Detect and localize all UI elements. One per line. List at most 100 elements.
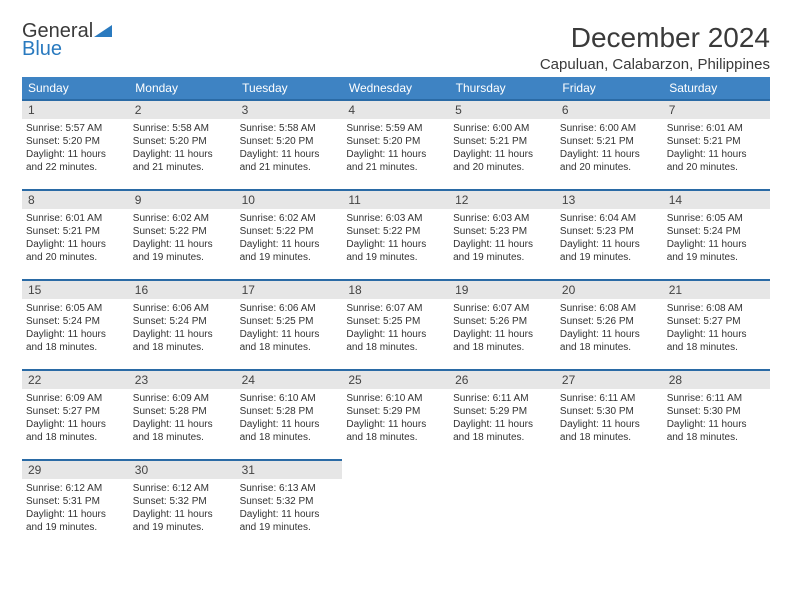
daylight-text: Daylight: 11 hours and 19 minutes. <box>346 238 445 264</box>
sunset-text: Sunset: 5:29 PM <box>346 405 445 418</box>
day-number: 13 <box>556 189 663 209</box>
sunrise-text: Sunrise: 6:00 AM <box>453 122 552 135</box>
sunset-text: Sunset: 5:25 PM <box>240 315 339 328</box>
sunset-text: Sunset: 5:23 PM <box>453 225 552 238</box>
calendar-cell <box>663 459 770 549</box>
calendar-cell: 19Sunrise: 6:07 AMSunset: 5:26 PMDayligh… <box>449 279 556 369</box>
weekday-sunday: Sunday <box>22 77 129 99</box>
sunset-text: Sunset: 5:22 PM <box>240 225 339 238</box>
sunset-text: Sunset: 5:24 PM <box>667 225 766 238</box>
sunset-text: Sunset: 5:31 PM <box>26 495 125 508</box>
logo-triangle-icon <box>94 23 112 37</box>
sunset-text: Sunset: 5:32 PM <box>133 495 232 508</box>
calendar-cell: 24Sunrise: 6:10 AMSunset: 5:28 PMDayligh… <box>236 369 343 459</box>
day-number: 3 <box>236 99 343 119</box>
sunrise-text: Sunrise: 6:01 AM <box>26 212 125 225</box>
calendar-cell: 1Sunrise: 5:57 AMSunset: 5:20 PMDaylight… <box>22 99 129 189</box>
calendar-row: 8Sunrise: 6:01 AMSunset: 5:21 PMDaylight… <box>22 189 770 279</box>
daylight-text: Daylight: 11 hours and 20 minutes. <box>667 148 766 174</box>
weekday-saturday: Saturday <box>663 77 770 99</box>
weekday-wednesday: Wednesday <box>342 77 449 99</box>
sunrise-text: Sunrise: 5:58 AM <box>133 122 232 135</box>
day-number: 12 <box>449 189 556 209</box>
calendar-row: 1Sunrise: 5:57 AMSunset: 5:20 PMDaylight… <box>22 99 770 189</box>
day-body: Sunrise: 6:00 AMSunset: 5:21 PMDaylight:… <box>556 119 663 174</box>
sunrise-text: Sunrise: 6:10 AM <box>240 392 339 405</box>
sunrise-text: Sunrise: 6:06 AM <box>240 302 339 315</box>
daylight-text: Daylight: 11 hours and 19 minutes. <box>240 238 339 264</box>
day-body: Sunrise: 6:12 AMSunset: 5:32 PMDaylight:… <box>129 479 236 534</box>
daylight-text: Daylight: 11 hours and 20 minutes. <box>26 238 125 264</box>
calendar-cell: 3Sunrise: 5:58 AMSunset: 5:20 PMDaylight… <box>236 99 343 189</box>
calendar-body: 1Sunrise: 5:57 AMSunset: 5:20 PMDaylight… <box>22 99 770 549</box>
sunrise-text: Sunrise: 6:07 AM <box>346 302 445 315</box>
daylight-text: Daylight: 11 hours and 18 minutes. <box>240 328 339 354</box>
calendar-cell: 29Sunrise: 6:12 AMSunset: 5:31 PMDayligh… <box>22 459 129 549</box>
logo-part2: Blue <box>22 38 62 60</box>
calendar-cell: 10Sunrise: 6:02 AMSunset: 5:22 PMDayligh… <box>236 189 343 279</box>
day-number: 30 <box>129 459 236 479</box>
sunset-text: Sunset: 5:21 PM <box>667 135 766 148</box>
sunset-text: Sunset: 5:20 PM <box>240 135 339 148</box>
daylight-text: Daylight: 11 hours and 18 minutes. <box>667 328 766 354</box>
day-number: 2 <box>129 99 236 119</box>
day-number: 29 <box>22 459 129 479</box>
title-block: December 2024 Capuluan, Calabarzon, Phil… <box>540 22 770 73</box>
sunrise-text: Sunrise: 6:11 AM <box>560 392 659 405</box>
sunrise-text: Sunrise: 6:01 AM <box>667 122 766 135</box>
daylight-text: Daylight: 11 hours and 18 minutes. <box>26 418 125 444</box>
calendar-table: Sunday Monday Tuesday Wednesday Thursday… <box>22 77 770 549</box>
calendar-row: 15Sunrise: 6:05 AMSunset: 5:24 PMDayligh… <box>22 279 770 369</box>
day-number: 10 <box>236 189 343 209</box>
calendar-cell: 5Sunrise: 6:00 AMSunset: 5:21 PMDaylight… <box>449 99 556 189</box>
sunrise-text: Sunrise: 6:11 AM <box>453 392 552 405</box>
header: General Blue December 2024 Capuluan, Cal… <box>22 22 770 73</box>
daylight-text: Daylight: 11 hours and 20 minutes. <box>453 148 552 174</box>
day-body: Sunrise: 6:11 AMSunset: 5:29 PMDaylight:… <box>449 389 556 444</box>
daylight-text: Daylight: 11 hours and 18 minutes. <box>453 328 552 354</box>
sunrise-text: Sunrise: 6:09 AM <box>26 392 125 405</box>
day-body: Sunrise: 6:00 AMSunset: 5:21 PMDaylight:… <box>449 119 556 174</box>
calendar-row: 22Sunrise: 6:09 AMSunset: 5:27 PMDayligh… <box>22 369 770 459</box>
sunset-text: Sunset: 5:22 PM <box>133 225 232 238</box>
sunrise-text: Sunrise: 5:59 AM <box>346 122 445 135</box>
day-number: 15 <box>22 279 129 299</box>
sunrise-text: Sunrise: 6:06 AM <box>133 302 232 315</box>
day-body: Sunrise: 6:13 AMSunset: 5:32 PMDaylight:… <box>236 479 343 534</box>
day-number: 21 <box>663 279 770 299</box>
calendar-cell: 13Sunrise: 6:04 AMSunset: 5:23 PMDayligh… <box>556 189 663 279</box>
calendar-cell: 31Sunrise: 6:13 AMSunset: 5:32 PMDayligh… <box>236 459 343 549</box>
day-body: Sunrise: 6:11 AMSunset: 5:30 PMDaylight:… <box>556 389 663 444</box>
calendar-cell <box>556 459 663 549</box>
daylight-text: Daylight: 11 hours and 19 minutes. <box>133 238 232 264</box>
day-number: 27 <box>556 369 663 389</box>
day-number: 6 <box>556 99 663 119</box>
calendar-cell: 23Sunrise: 6:09 AMSunset: 5:28 PMDayligh… <box>129 369 236 459</box>
daylight-text: Daylight: 11 hours and 18 minutes. <box>133 418 232 444</box>
daylight-text: Daylight: 11 hours and 21 minutes. <box>133 148 232 174</box>
day-number: 28 <box>663 369 770 389</box>
calendar-cell: 25Sunrise: 6:10 AMSunset: 5:29 PMDayligh… <box>342 369 449 459</box>
day-number: 24 <box>236 369 343 389</box>
daylight-text: Daylight: 11 hours and 18 minutes. <box>346 328 445 354</box>
day-body: Sunrise: 5:59 AMSunset: 5:20 PMDaylight:… <box>342 119 449 174</box>
day-number: 23 <box>129 369 236 389</box>
daylight-text: Daylight: 11 hours and 18 minutes. <box>453 418 552 444</box>
weekday-thursday: Thursday <box>449 77 556 99</box>
day-body: Sunrise: 6:06 AMSunset: 5:25 PMDaylight:… <box>236 299 343 354</box>
location-label: Capuluan, Calabarzon, Philippines <box>540 56 770 73</box>
day-body: Sunrise: 5:58 AMSunset: 5:20 PMDaylight:… <box>236 119 343 174</box>
sunset-text: Sunset: 5:20 PM <box>133 135 232 148</box>
day-body: Sunrise: 6:04 AMSunset: 5:23 PMDaylight:… <box>556 209 663 264</box>
daylight-text: Daylight: 11 hours and 19 minutes. <box>560 238 659 264</box>
day-number: 11 <box>342 189 449 209</box>
day-body: Sunrise: 6:07 AMSunset: 5:25 PMDaylight:… <box>342 299 449 354</box>
calendar-cell: 28Sunrise: 6:11 AMSunset: 5:30 PMDayligh… <box>663 369 770 459</box>
day-body: Sunrise: 6:09 AMSunset: 5:28 PMDaylight:… <box>129 389 236 444</box>
weekday-friday: Friday <box>556 77 663 99</box>
sunset-text: Sunset: 5:21 PM <box>26 225 125 238</box>
calendar-cell: 12Sunrise: 6:03 AMSunset: 5:23 PMDayligh… <box>449 189 556 279</box>
sunrise-text: Sunrise: 6:04 AM <box>560 212 659 225</box>
day-number: 31 <box>236 459 343 479</box>
day-number: 16 <box>129 279 236 299</box>
